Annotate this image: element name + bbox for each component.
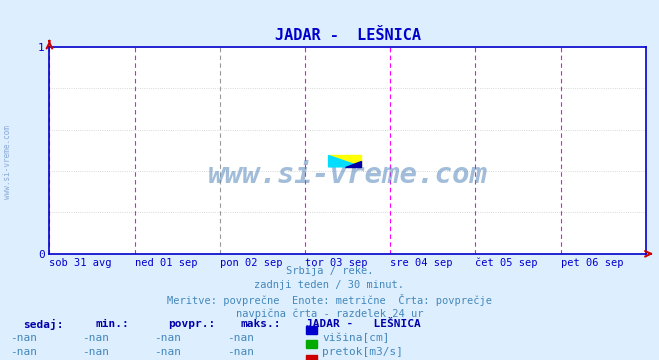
Text: Meritve: povprečne  Enote: metrične  Črta: povprečje: Meritve: povprečne Enote: metrične Črta:… bbox=[167, 294, 492, 306]
Text: JADAR -   LEŠNICA: JADAR - LEŠNICA bbox=[306, 319, 421, 329]
Text: min.:: min.: bbox=[96, 319, 129, 329]
Text: povpr.:: povpr.: bbox=[168, 319, 215, 329]
Polygon shape bbox=[329, 156, 361, 167]
Text: www.si-vreme.com: www.si-vreme.com bbox=[208, 161, 488, 189]
Text: -nan: -nan bbox=[82, 333, 109, 343]
Title: JADAR -  LEŠNICA: JADAR - LEŠNICA bbox=[275, 28, 420, 43]
Text: -nan: -nan bbox=[155, 347, 181, 357]
Text: Srbija / reke.: Srbija / reke. bbox=[286, 266, 373, 276]
Text: -nan: -nan bbox=[10, 333, 36, 343]
Text: -nan: -nan bbox=[82, 347, 109, 357]
Text: pretok[m3/s]: pretok[m3/s] bbox=[322, 347, 403, 357]
Polygon shape bbox=[329, 156, 361, 167]
Text: -nan: -nan bbox=[227, 333, 254, 343]
Text: sedaj:: sedaj: bbox=[23, 319, 63, 330]
Text: -nan: -nan bbox=[10, 347, 36, 357]
Text: -nan: -nan bbox=[227, 347, 254, 357]
Text: navpična črta - razdelek 24 ur: navpična črta - razdelek 24 ur bbox=[236, 309, 423, 319]
Text: www.si-vreme.com: www.si-vreme.com bbox=[3, 125, 13, 199]
Polygon shape bbox=[345, 161, 361, 167]
Text: maks.:: maks.: bbox=[241, 319, 281, 329]
Text: višina[cm]: višina[cm] bbox=[322, 333, 389, 343]
Text: -nan: -nan bbox=[155, 333, 181, 343]
Text: zadnji teden / 30 minut.: zadnji teden / 30 minut. bbox=[254, 280, 405, 290]
